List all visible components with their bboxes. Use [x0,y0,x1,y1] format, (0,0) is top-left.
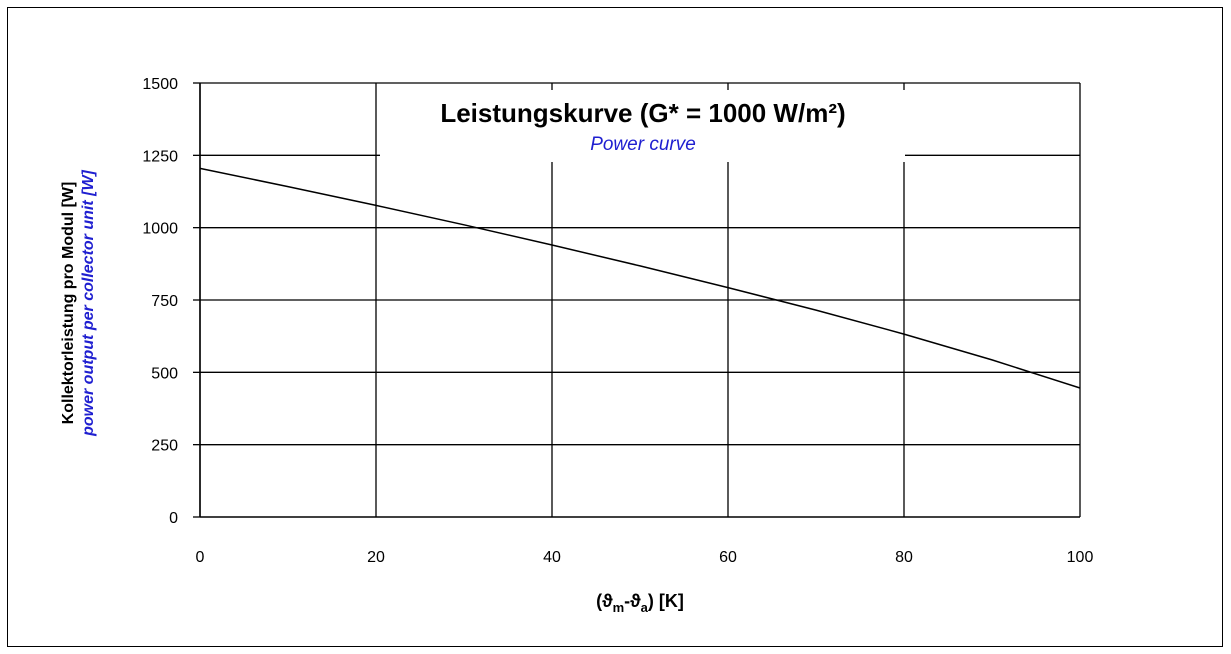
y-tick-label-5: 1250 [142,148,178,165]
series-layer [199,167,1081,389]
x-tick-label-0: 0 [196,549,205,566]
chart-subtitle: Power curve [590,134,696,155]
x-axis-label: (ϑm-ϑa) [K] [596,591,684,615]
y-tick-label-4: 1000 [142,221,178,238]
y-tick-label-6: 1500 [142,76,178,93]
chart-title: Leistungskurve (G* = 1000 W/m²) [440,98,845,128]
y-axis-label-en: power output per collector unit [W] [80,169,97,436]
x-tick-label-4: 80 [895,549,913,566]
y-axis-label: Kollektorleistung pro Modul [W] [60,182,77,425]
y-tick-label-0: 0 [169,510,178,527]
x-tick-label-3: 60 [719,549,737,566]
axes [193,82,1080,518]
x-tick-label-1: 20 [367,549,385,566]
y-tick-label-2: 500 [151,365,178,382]
x-tick-label-2: 40 [543,549,561,566]
x-tick-label-5: 100 [1067,549,1094,566]
y-tick-label-3: 750 [151,293,178,310]
tick-labels: 0 250 500 750 1000 1250 1500 0 20 40 60 80 100 [142,76,1093,566]
title-background [380,90,905,162]
series-line-0 [199,167,1081,389]
y-tick-label-1: 250 [151,438,178,455]
